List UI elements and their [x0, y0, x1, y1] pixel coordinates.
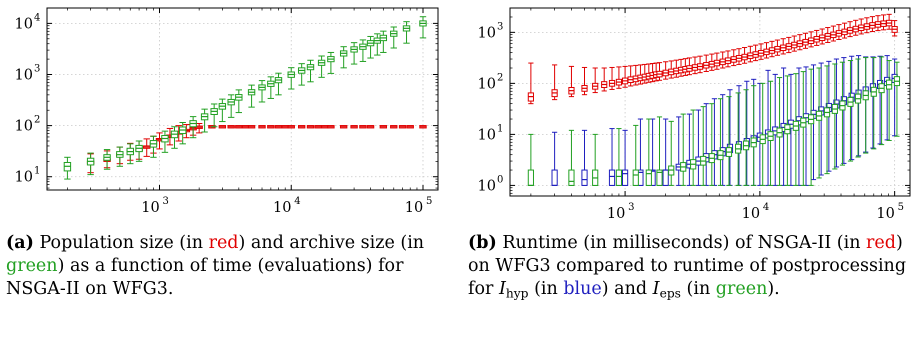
chart-a-y-tick-exp-0: 1: [34, 166, 40, 177]
chart-b-x-tick-exp-1: 4: [763, 202, 769, 213]
chart-a-series-1: [63, 16, 427, 180]
chart-b-s2-box-0: [527, 169, 534, 186]
chart-b-frame: [509, 7, 911, 197]
caption-a: (a) Population size (in red) and archive…: [6, 232, 461, 301]
chart-b-x-tick-label-2: 10: [876, 206, 894, 222]
chart-b-s2-box-1: [568, 169, 575, 186]
chart-b: 10 3 10 4 10 510 010 110 210 3: [478, 7, 911, 222]
chart-a-y-tick-label-2: 10: [15, 68, 33, 84]
chart-a-x-tick-label-0: 10: [141, 200, 159, 216]
chart-b-x-tick-label-1: 10: [742, 206, 760, 222]
chart-a-x-tick-exp-2: 5: [426, 196, 432, 207]
chart-b-s2-box-3: [615, 169, 623, 186]
caption-b: (b) Runtime (in milliseconds) of NSGA-II…: [468, 232, 920, 306]
chart-a-frame: [46, 7, 439, 191]
caption-b-text-3: (in: [528, 279, 564, 299]
chart-b-s2-box-5: [645, 169, 652, 186]
chart-b-s2-box-6: [656, 169, 663, 186]
chart-a-x-tick-exp-0: 3: [162, 196, 168, 207]
chart-b-x-tick-exp-0: 3: [628, 202, 634, 213]
chart-b-x-tick-label-0: 10: [607, 206, 625, 222]
chart-a: 10 3 10 4 10 510 110 210 310 4: [15, 7, 439, 216]
chart-a-y-tick-exp-1: 2: [34, 115, 40, 126]
chart-b-y-tick-exp-2: 2: [497, 72, 503, 83]
chart-b-y-tick-label-2: 10: [478, 76, 496, 92]
caption-a-green-word: green: [6, 256, 58, 276]
chart-b-s1-box-2: [608, 169, 616, 186]
chart-b-y-tick-exp-3: 3: [497, 21, 503, 32]
chart-b-y-tick-label-3: 10: [478, 25, 496, 41]
caption-b-text-2: ) on WFG3 compared to runtime of postpro…: [468, 233, 907, 299]
chart-b-s1-box-1: [581, 169, 588, 186]
caption-b-hyp-symbol: I: [498, 279, 506, 299]
caption-a-red-word: red: [208, 233, 239, 253]
caption-a-text-2: ) and archive size (in: [238, 233, 425, 253]
chart-b-s1-box-0: [551, 169, 558, 186]
chart-a-x-tick-label-2: 10: [405, 200, 423, 216]
chart-a-x-tick-label-1: 10: [273, 200, 291, 216]
chart-b-s2-box-4: [632, 169, 639, 186]
chart-b-x-tick-exp-2: 5: [898, 202, 904, 213]
caption-b-text-5: (in: [680, 279, 716, 299]
chart-b-y-tick-label-0: 10: [478, 178, 496, 194]
caption-b-hyp-subscript: hyp: [505, 286, 529, 301]
chart-a-y-tick-label-0: 10: [15, 170, 33, 186]
chart-b-s1-box-6: [662, 169, 669, 186]
caption-b-eps-symbol: I: [652, 279, 660, 299]
chart-a-y-tick-exp-3: 4: [34, 12, 40, 23]
caption-b-text-1: Runtime (in milliseconds) of NSGA-II (in: [502, 233, 867, 253]
chart-a-y-tick-exp-2: 3: [34, 64, 40, 75]
chart-b-series-0: [527, 13, 898, 105]
caption-b-tag: (b): [468, 233, 497, 253]
caption-b-text-4: ) and: [601, 279, 653, 299]
caption-b-text-6: ).: [767, 279, 780, 299]
caption-a-text-3: ) as a function of time (evaluations) fo…: [6, 256, 404, 299]
chart-b-s1-box-3: [621, 169, 629, 186]
caption-a-tag: (a): [6, 233, 34, 253]
caption-b-blue-word: blue: [563, 279, 602, 299]
chart-a-x-tick-exp-1: 4: [294, 196, 300, 207]
chart-b-y-tick-exp-1: 1: [497, 123, 503, 134]
chart-b-y-tick-exp-0: 0: [497, 174, 503, 185]
caption-b-green-word: green: [715, 279, 768, 299]
caption-a-text-1: Population size (in: [39, 233, 209, 253]
chart-a-y-tick-label-1: 10: [15, 119, 33, 135]
caption-b-eps-subscript: eps: [659, 286, 681, 301]
chart-b-series-2: [527, 56, 901, 187]
chart-a-y-tick-label-3: 10: [15, 16, 33, 32]
caption-b-red-word: red: [866, 233, 896, 253]
chart-b-y-tick-label-1: 10: [478, 127, 496, 143]
